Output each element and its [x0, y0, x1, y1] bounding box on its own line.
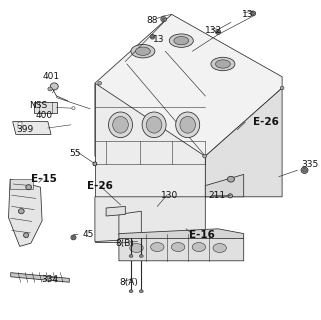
Ellipse shape [129, 255, 133, 257]
Ellipse shape [72, 107, 75, 109]
Text: 55: 55 [69, 149, 81, 158]
Ellipse shape [129, 290, 133, 292]
Text: E-15: E-15 [31, 174, 57, 184]
Ellipse shape [152, 36, 154, 38]
Text: 132: 132 [205, 26, 222, 35]
Ellipse shape [162, 18, 165, 20]
Ellipse shape [26, 185, 31, 190]
Ellipse shape [98, 81, 102, 85]
Text: 45: 45 [82, 230, 93, 239]
Polygon shape [119, 211, 141, 235]
Text: NSS: NSS [29, 101, 48, 110]
Ellipse shape [176, 112, 200, 138]
Polygon shape [106, 206, 125, 216]
Ellipse shape [171, 243, 185, 252]
Ellipse shape [146, 116, 162, 133]
Ellipse shape [280, 86, 284, 90]
Polygon shape [205, 88, 282, 197]
Polygon shape [95, 197, 135, 242]
Text: 8(B): 8(B) [116, 239, 134, 248]
Polygon shape [34, 102, 56, 113]
Polygon shape [10, 179, 32, 189]
Text: E-16: E-16 [189, 230, 215, 240]
Ellipse shape [139, 255, 143, 257]
Polygon shape [95, 83, 205, 197]
Text: E-26: E-26 [253, 117, 279, 127]
Polygon shape [18, 122, 22, 128]
Polygon shape [11, 273, 69, 282]
Ellipse shape [108, 112, 133, 138]
Ellipse shape [169, 34, 193, 47]
Ellipse shape [23, 233, 29, 237]
Ellipse shape [252, 12, 255, 14]
Text: E-26: E-26 [87, 180, 113, 191]
Ellipse shape [174, 36, 189, 45]
Text: 401: 401 [42, 72, 59, 81]
Text: 335: 335 [301, 160, 318, 169]
Text: 334: 334 [41, 275, 59, 284]
Ellipse shape [142, 112, 166, 138]
Polygon shape [13, 122, 51, 134]
Ellipse shape [130, 244, 143, 252]
Polygon shape [95, 14, 282, 156]
Ellipse shape [251, 11, 256, 16]
Ellipse shape [192, 243, 206, 252]
Ellipse shape [150, 35, 155, 39]
Ellipse shape [215, 30, 221, 34]
Polygon shape [205, 174, 244, 197]
Ellipse shape [131, 44, 155, 58]
Ellipse shape [48, 87, 52, 91]
Ellipse shape [211, 57, 235, 71]
Ellipse shape [180, 116, 195, 133]
Polygon shape [95, 197, 205, 242]
Text: 400: 400 [36, 111, 53, 120]
Ellipse shape [72, 236, 75, 239]
Text: 13: 13 [152, 36, 164, 44]
Text: 211: 211 [209, 191, 226, 200]
Ellipse shape [215, 60, 230, 68]
Ellipse shape [228, 194, 232, 198]
Ellipse shape [161, 17, 167, 22]
Ellipse shape [217, 31, 219, 33]
Polygon shape [8, 179, 42, 246]
Ellipse shape [151, 243, 164, 252]
Ellipse shape [301, 167, 308, 173]
Ellipse shape [135, 47, 150, 55]
Ellipse shape [203, 155, 207, 158]
Ellipse shape [93, 162, 97, 166]
Ellipse shape [50, 83, 58, 90]
Ellipse shape [303, 168, 307, 172]
Text: 13: 13 [242, 10, 254, 19]
Polygon shape [119, 229, 244, 238]
Polygon shape [119, 234, 244, 261]
Ellipse shape [139, 290, 143, 292]
Ellipse shape [71, 235, 76, 240]
Ellipse shape [18, 209, 24, 214]
Text: 8(A): 8(A) [119, 278, 138, 287]
Ellipse shape [113, 116, 128, 133]
Text: 399: 399 [16, 125, 33, 134]
Ellipse shape [93, 162, 97, 166]
Ellipse shape [227, 176, 234, 182]
Text: 88: 88 [146, 16, 158, 25]
Text: 130: 130 [160, 191, 178, 200]
Ellipse shape [213, 244, 226, 252]
